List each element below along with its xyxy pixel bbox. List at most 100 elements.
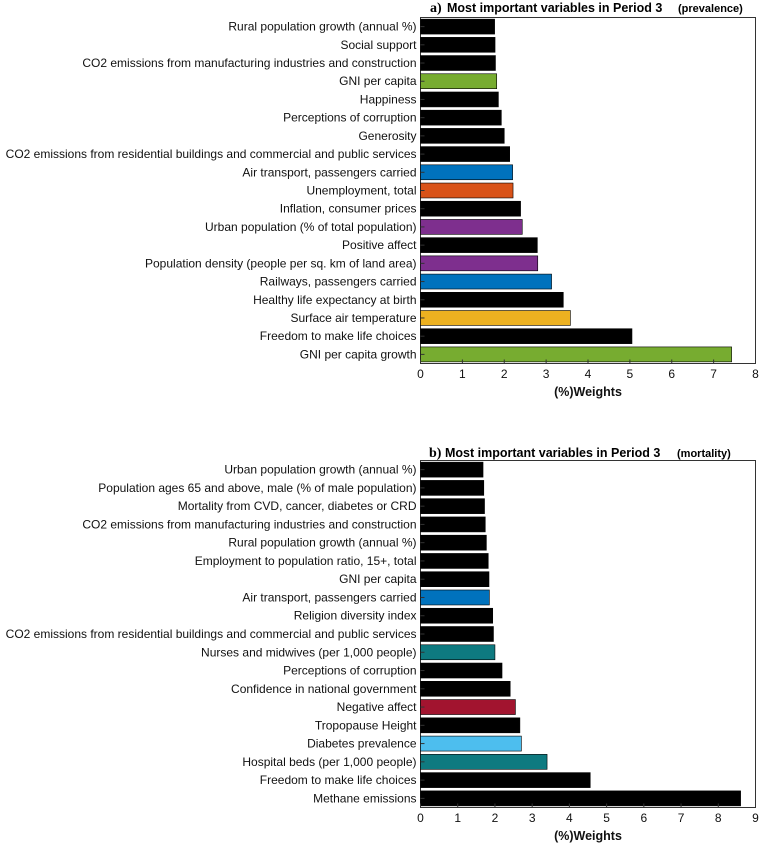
chart-title: Most important variables in Period 3 bbox=[447, 1, 662, 15]
bar bbox=[420, 255, 539, 272]
bar bbox=[420, 328, 633, 344]
category-label: Unemployment, total bbox=[306, 184, 416, 198]
x-tick-label: 9 bbox=[752, 811, 759, 825]
x-tick-label: 1 bbox=[459, 367, 466, 381]
category-label: Inflation, consumer prices bbox=[280, 202, 417, 216]
bar bbox=[420, 91, 499, 108]
bar bbox=[420, 480, 485, 496]
bar bbox=[420, 607, 494, 624]
bar bbox=[420, 18, 495, 35]
category-label: Diabetes prevalence bbox=[307, 737, 417, 751]
bar bbox=[420, 73, 498, 89]
category-label: CO2 emissions from manufacturing industr… bbox=[82, 56, 416, 70]
bar bbox=[420, 219, 523, 235]
bar bbox=[420, 790, 741, 807]
x-tick-label: 0 bbox=[417, 811, 424, 825]
x-tick-label: 4 bbox=[566, 811, 573, 825]
category-label: Hospital beds (per 1,000 people) bbox=[242, 755, 416, 769]
category-label: Freedom to make life choices bbox=[260, 329, 417, 343]
chart-title-qualifier: (mortality) bbox=[677, 448, 731, 460]
bar bbox=[420, 534, 487, 551]
bar bbox=[420, 273, 552, 290]
chart-title-letter: b) bbox=[429, 446, 442, 461]
bar bbox=[420, 772, 591, 788]
category-label: Methane emissions bbox=[313, 791, 416, 805]
bar bbox=[420, 310, 571, 326]
bar bbox=[420, 461, 484, 478]
x-tick-label: 8 bbox=[715, 811, 722, 825]
bar bbox=[420, 109, 502, 126]
category-label: Mortality from CVD, cancer, diabetes or … bbox=[178, 499, 417, 513]
bar bbox=[420, 735, 522, 752]
x-axis-label: (%)Weights bbox=[554, 829, 622, 843]
x-tick-label: 3 bbox=[529, 811, 536, 825]
chart-mortality: b) Most important variables in Period 3 … bbox=[6, 446, 759, 843]
bar bbox=[420, 346, 732, 363]
category-label: Tropopause Height bbox=[315, 718, 417, 732]
category-label: Positive affect bbox=[342, 238, 417, 252]
bar bbox=[420, 516, 486, 533]
category-label: Railways, passengers carried bbox=[260, 275, 417, 289]
category-label: Confidence in national government bbox=[231, 682, 417, 696]
category-label: CO2 emissions from residential buildings… bbox=[6, 627, 417, 641]
category-label: Rural population growth (annual %) bbox=[228, 20, 416, 34]
bar bbox=[420, 754, 548, 770]
category-label: Religion diversity index bbox=[294, 609, 417, 623]
x-tick-label: 4 bbox=[585, 367, 592, 381]
category-label: CO2 emissions from residential buildings… bbox=[6, 147, 417, 161]
category-label: GNI per capita bbox=[339, 572, 417, 586]
x-tick-label: 6 bbox=[640, 811, 647, 825]
bar bbox=[420, 237, 538, 253]
x-tick-label: 5 bbox=[603, 811, 610, 825]
x-tick-label: 6 bbox=[668, 367, 675, 381]
bar bbox=[420, 146, 510, 162]
bar bbox=[420, 37, 496, 53]
bar bbox=[420, 200, 521, 217]
category-label: Urban population (% of total population) bbox=[205, 220, 416, 234]
category-label: Air transport, passengers carried bbox=[242, 165, 416, 179]
bar bbox=[420, 699, 516, 715]
category-label: Negative affect bbox=[337, 700, 417, 714]
x-tick-label: 2 bbox=[501, 367, 508, 381]
category-label: Urban population growth (annual %) bbox=[224, 463, 416, 477]
category-label: Nurses and midwives (per 1,000 people) bbox=[201, 645, 416, 659]
category-label: Freedom to make life choices bbox=[260, 773, 417, 787]
x-tick-label: 0 bbox=[417, 367, 424, 381]
category-label: Generosity bbox=[358, 129, 416, 143]
x-tick-label: 7 bbox=[710, 367, 717, 381]
x-tick-label: 5 bbox=[627, 367, 634, 381]
category-label: Perceptions of corruption bbox=[283, 664, 416, 678]
bar bbox=[420, 680, 511, 697]
x-axis-label: (%)Weights bbox=[554, 385, 622, 399]
category-label: Healthy life expectancy at birth bbox=[253, 293, 416, 307]
bar bbox=[420, 553, 489, 569]
bar bbox=[420, 164, 513, 181]
bar bbox=[420, 589, 490, 606]
x-tick-label: 3 bbox=[543, 367, 550, 381]
x-tick-label: 1 bbox=[454, 811, 461, 825]
category-label: GNI per capita bbox=[339, 74, 417, 88]
bar bbox=[420, 644, 496, 661]
x-tick-label: 8 bbox=[752, 367, 759, 381]
chart-prevalence: a) Most important variables in Period 3 … bbox=[6, 1, 759, 399]
category-label: Rural population growth (annual %) bbox=[228, 536, 416, 550]
chart-title-qualifier: (prevalence) bbox=[678, 3, 743, 15]
category-label: CO2 emissions from manufacturing industr… bbox=[82, 517, 416, 531]
chart-title-letter: a) bbox=[430, 1, 442, 16]
chart-title: Most important variables in Period 3 bbox=[445, 446, 660, 460]
x-tick-label: 7 bbox=[678, 811, 685, 825]
category-label: GNI per capita growth bbox=[300, 347, 417, 361]
category-label: Population density (people per sq. km of… bbox=[145, 256, 417, 270]
bar bbox=[420, 128, 505, 144]
category-label: Employment to population ratio, 15+, tot… bbox=[195, 554, 417, 568]
bar bbox=[420, 662, 503, 679]
bar bbox=[420, 182, 514, 199]
x-tick-label: 2 bbox=[492, 811, 499, 825]
category-label: Happiness bbox=[360, 92, 417, 106]
bar bbox=[420, 626, 494, 642]
category-label: Population ages 65 and above, male (% of… bbox=[98, 481, 416, 495]
category-label: Social support bbox=[340, 38, 417, 52]
category-label: Perceptions of corruption bbox=[283, 111, 416, 125]
category-label: Surface air temperature bbox=[290, 311, 416, 325]
